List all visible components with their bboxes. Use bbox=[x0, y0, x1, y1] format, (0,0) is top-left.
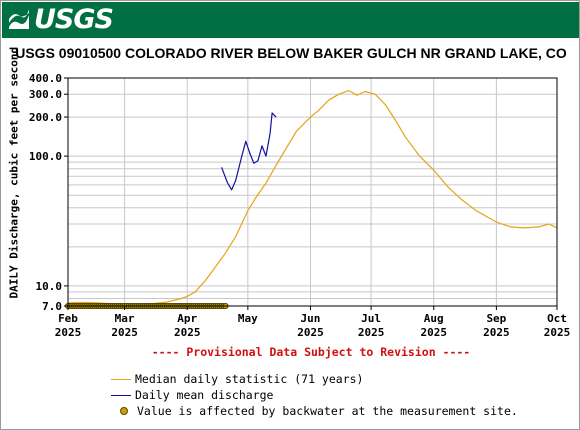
x-tick-label-year: 2025 bbox=[174, 326, 201, 339]
daily-mean-series bbox=[221, 112, 277, 191]
usgs-logo: USGS bbox=[7, 3, 114, 35]
chart-title: USGS 09010500 COLORADO RIVER BELOW BAKER… bbox=[15, 45, 567, 61]
legend-item-daily: Daily mean discharge bbox=[111, 388, 273, 402]
x-tick-label-year: 2025 bbox=[483, 326, 510, 339]
x-tick-label-year: 2025 bbox=[544, 326, 571, 339]
y-tick-label: 100.0 bbox=[29, 150, 62, 163]
x-tick-label-month: Jul bbox=[361, 312, 381, 325]
y-tick-label: 300.0 bbox=[29, 88, 62, 101]
legend-item-median: Median daily statistic (71 years) bbox=[111, 372, 363, 386]
y-tick-labels: 7.0 10.0 100.0 200.0 300.0 400.0 bbox=[29, 72, 68, 313]
y-tick-label: 200.0 bbox=[29, 111, 62, 124]
x-tick-label-month: Mar bbox=[115, 312, 135, 325]
plot-border bbox=[67, 77, 558, 307]
x-tick-label-year: 2025 bbox=[55, 326, 82, 339]
grid bbox=[67, 77, 558, 306]
y-tick-label: 400.0 bbox=[29, 72, 62, 85]
legend-label-backwater: Value is affected by backwater at the me… bbox=[137, 404, 518, 418]
median-line bbox=[67, 90, 558, 305]
usgs-logo-icon bbox=[9, 9, 29, 29]
daily-swatch bbox=[111, 394, 131, 396]
median-swatch bbox=[111, 378, 131, 380]
x-tick-label-year: 2025 bbox=[420, 326, 447, 339]
usgs-banner bbox=[2, 2, 579, 38]
backwater-dot-icon bbox=[120, 407, 128, 415]
x-tick-label-month: May bbox=[238, 312, 258, 325]
x-tick-label-year: 2025 bbox=[297, 326, 324, 339]
x-tick-label-month: Jun bbox=[301, 312, 321, 325]
daily-mean-line bbox=[221, 112, 277, 191]
x-tick-label-month: Sep bbox=[486, 312, 506, 325]
x-tick-label-year: 2025 bbox=[111, 326, 138, 339]
legend-label-daily: Daily mean discharge bbox=[135, 388, 274, 402]
x-tick-label-month: Apr bbox=[177, 312, 197, 325]
x-tick-label-year: 2025 bbox=[358, 326, 385, 339]
x-tick-label-month: Feb bbox=[58, 312, 78, 325]
legend-label-median: Median daily statistic (71 years) bbox=[135, 372, 364, 386]
legend-item-backwater: Value is affected by backwater at the me… bbox=[115, 404, 518, 418]
provisional-note: ---- Provisional Data Subject to Revisio… bbox=[151, 345, 471, 359]
y-tick-label: 7.0 bbox=[42, 300, 62, 313]
usgs-logo-text: USGS bbox=[34, 3, 114, 35]
y-tick-label: 10.0 bbox=[36, 280, 63, 293]
median-series bbox=[67, 90, 558, 305]
x-tick-label-month: Aug bbox=[424, 312, 444, 325]
x-tick-label-month: Oct bbox=[547, 312, 567, 325]
